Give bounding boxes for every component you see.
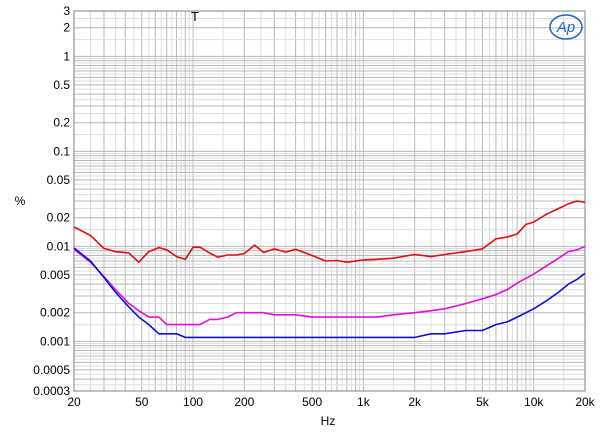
- series-line-2: [73, 245, 586, 326]
- x-tick-label: 100: [183, 395, 203, 409]
- ap-logo-text: Ap: [556, 19, 575, 36]
- y-tick-label: 0.002: [40, 306, 70, 320]
- y-tick-label: 0.0003: [33, 384, 70, 398]
- y-tick-label: 0.1: [53, 144, 70, 158]
- series-line-1: [73, 200, 586, 264]
- x-tick-label: 20: [67, 395, 81, 409]
- x-tick-label: 50: [135, 395, 149, 409]
- chart-grid: [73, 10, 586, 392]
- y-tick-label: 0.05: [47, 173, 71, 187]
- x-tick-label: 2k: [408, 395, 422, 409]
- y-tick-label: 2: [63, 21, 70, 35]
- x-tick-label: 1k: [357, 395, 371, 409]
- chart-annotation: T: [191, 9, 199, 24]
- x-tick-label: 10k: [524, 395, 544, 409]
- ap-logo-ring: [549, 14, 583, 40]
- y-tick-label: 3: [63, 4, 70, 18]
- y-tick-label: 0.02: [47, 211, 71, 225]
- ap-logo: Ap: [549, 14, 583, 40]
- y-axis-label: %: [15, 194, 26, 208]
- series-line-3: [73, 247, 586, 339]
- plot-frame: [73, 10, 586, 392]
- y-axis-ticks: 3 2 1 0.5 0.2 0.1 0.05 0.02 0.01 0.005 0.002 0.001 0…: [33, 4, 70, 398]
- y-tick-label: 0.005: [40, 268, 70, 282]
- y-tick-label: 0.001: [40, 334, 70, 348]
- y-tick-label: 1: [63, 49, 70, 63]
- x-tick-label: 5k: [476, 395, 490, 409]
- y-tick-label: 0.2: [53, 116, 70, 130]
- y-tick-label: 0.5: [53, 78, 70, 92]
- y-tick-label: 0.01: [47, 239, 71, 253]
- x-axis-ticks: 20 50 100 200 500 1k 2k 5k 10k 20k: [67, 395, 595, 409]
- x-tick-label: 200: [234, 395, 254, 409]
- y-tick-label: 0.0005: [33, 363, 70, 377]
- series-layer: [73, 200, 586, 339]
- x-axis-label: Hz: [321, 414, 336, 428]
- x-tick-label: 500: [302, 395, 322, 409]
- x-tick-label: 20k: [575, 395, 595, 409]
